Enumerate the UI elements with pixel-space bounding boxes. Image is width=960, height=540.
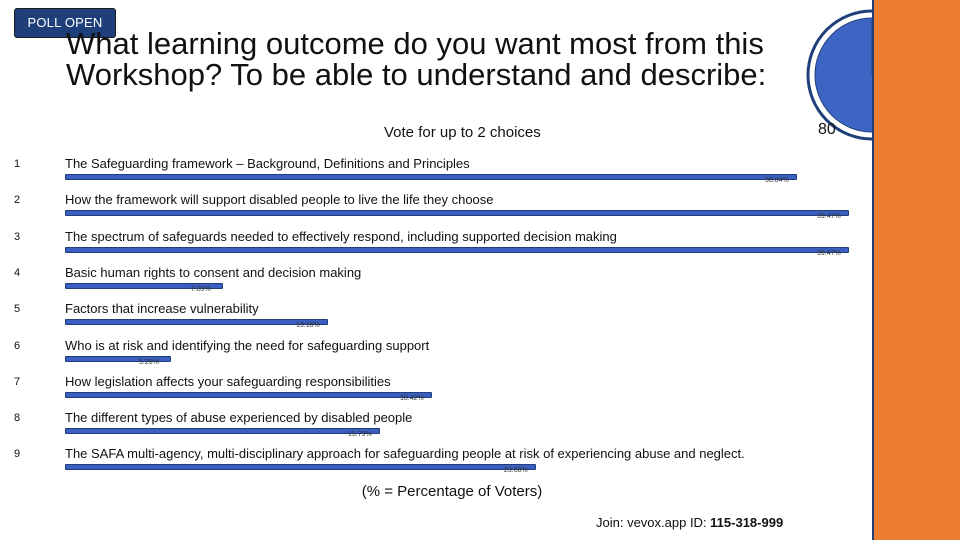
result-bar	[65, 210, 849, 217]
option-number: 6	[14, 339, 21, 352]
result-row: 9 The SAFA multi-agency, multi-disciplina…	[0, 446, 880, 484]
option-number: 5	[14, 303, 21, 316]
option-label: Basic human rights to consent and decisi…	[65, 264, 362, 280]
percentage-note: (% = Percentage of Voters)	[361, 483, 543, 500]
result-row: 3 The spectrum of safeguards needed to ef…	[0, 228, 880, 267]
result-bar	[65, 428, 380, 435]
option-label: Who is at risk and identifying the need …	[65, 337, 430, 353]
option-number: 8	[14, 412, 21, 425]
result-bar	[65, 355, 171, 362]
vote-instruction: Vote for up to 2 choices	[384, 124, 541, 141]
option-label: How legislation affects your safeguardin…	[65, 373, 391, 389]
result-bar	[65, 464, 536, 471]
result-row: 1 The Safeguarding framework – Background…	[0, 156, 880, 194]
result-bar	[65, 174, 797, 180]
percent-label: 15.79%	[348, 431, 372, 439]
result-row: 6 Who is at risk and identifying the need…	[0, 337, 880, 376]
join-info: Join: vevox.app ID: 115-318-999	[596, 515, 783, 530]
option-label: Factors that increase vulnerability	[65, 301, 259, 317]
option-label: How the framework will support disabled …	[65, 192, 494, 208]
percent-label: 39.47%	[817, 249, 841, 257]
result-row: 4 Basic human rights to consent and decis…	[0, 264, 880, 303]
join-prefix: Join: vevox.app ID:	[596, 515, 711, 530]
result-row: 7 How legislation affects your safeguardi…	[0, 373, 880, 412]
option-number: 2	[14, 194, 21, 207]
option-number: 7	[14, 375, 21, 388]
result-bar	[65, 391, 432, 398]
option-number: 1	[14, 158, 21, 170]
result-bar	[65, 319, 328, 326]
result-row: 5 Factors that increase vulnerability 13.1…	[0, 301, 880, 339]
accent-sidebar	[872, 0, 960, 540]
percent-label: 13.16%	[296, 322, 320, 330]
result-row: 8 The different types of abuse experience…	[0, 410, 880, 448]
poll-open-badge: POLL OPEN	[14, 8, 116, 38]
percent-label: 39.47%	[817, 213, 841, 221]
option-number: 3	[14, 230, 21, 243]
option-label: The spectrum of safeguards needed to eff…	[65, 228, 617, 244]
option-label: The Safeguarding framework – Background,…	[65, 156, 470, 171]
session-id: 115-318-999	[710, 515, 784, 530]
percent-label: 36.84%	[765, 177, 789, 184]
question-title: What learning outcome do you want most f…	[66, 26, 767, 92]
timer-value: 80	[818, 121, 836, 138]
percent-label: 7.89%	[191, 285, 211, 293]
option-number: 4	[14, 266, 21, 279]
percent-label: 5.26%	[139, 358, 159, 366]
option-label: The different types of abuse experienced…	[65, 410, 413, 426]
result-bar	[65, 246, 849, 253]
option-label: The SAFA multi-agency, multi-disciplinar…	[65, 446, 745, 462]
option-number: 9	[14, 448, 21, 461]
result-bar	[65, 282, 223, 289]
percent-label: 23.68%	[504, 467, 528, 475]
percent-label: 18.42%	[400, 394, 424, 402]
result-row: 2 How the framework will support disabled…	[0, 192, 880, 230]
